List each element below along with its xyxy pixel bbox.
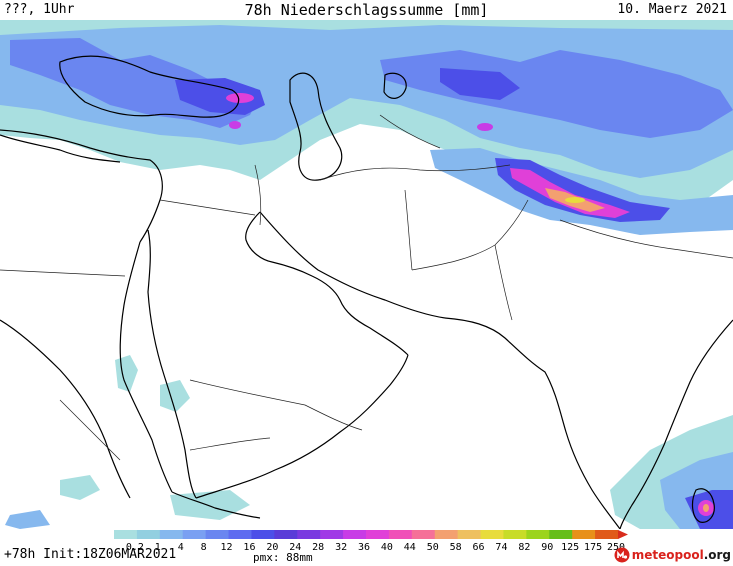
precip-area-northeast-very-heavy — [440, 68, 520, 100]
precipitation-legend: 0.2 1 4 8 12 16 20 24 28 32 36 40 44 50 58 66 74 82 90 125 1… — [114, 530, 628, 553]
border-arabia-2 — [189, 379, 363, 431]
legend-swatch — [136, 530, 161, 539]
precip-area-himalaya-heavy — [495, 158, 670, 222]
legend-label: 74 — [495, 542, 507, 553]
legend-swatch — [434, 530, 459, 539]
precip-core-caucasus — [226, 93, 254, 103]
india-west-coast — [444, 317, 621, 529]
border-egypt-sudan — [0, 269, 126, 277]
legend-swatch — [159, 530, 184, 539]
legend-swatch — [503, 530, 527, 539]
legend-swatch — [388, 530, 413, 539]
border-central-asia-1 — [319, 164, 511, 181]
arabia-south-coast — [195, 354, 409, 499]
legend-label: 66 — [473, 542, 485, 553]
border-sudan-eth — [59, 399, 121, 461]
legend-swatch — [114, 530, 138, 539]
legend-label: 1 — [155, 542, 161, 553]
egypt-coast — [0, 134, 121, 163]
levant-coast — [0, 129, 163, 243]
border-arabia-3 — [189, 437, 271, 451]
legend-swatch — [320, 530, 344, 539]
border-iran-afghan — [404, 189, 413, 271]
legend-swatch — [274, 530, 298, 539]
legend-swatch — [228, 530, 252, 539]
precip-area-horn-light — [60, 475, 100, 500]
precip-core-caucasus-2 — [229, 121, 241, 129]
precip-core-himalaya-max — [565, 197, 585, 203]
legend-arrow — [618, 530, 628, 539]
black-sea-coast — [59, 55, 240, 118]
valid-date: 10. Maerz 2021 — [617, 2, 727, 17]
legend-swatch — [595, 530, 619, 539]
precip-area-himalaya-extreme — [510, 168, 630, 218]
legend-label: 125 — [561, 542, 579, 553]
brand-name: meteopool — [631, 548, 704, 562]
legend-label: 90 — [541, 542, 553, 553]
legend-swatch — [205, 530, 230, 539]
srilanka-coast — [691, 488, 715, 523]
legend-swatch — [411, 530, 436, 539]
legend-label: 28 — [312, 542, 324, 553]
model-run-info: +78h Init:18Z06MAR2021 — [4, 547, 177, 562]
border-india-china — [559, 219, 733, 259]
precip-area-horn-light-2 — [5, 510, 50, 529]
precip-area-caucasus-heavy — [175, 78, 265, 115]
legend-label: 24 — [289, 542, 301, 553]
legend-label: 16 — [243, 542, 255, 553]
legend-swatch — [366, 530, 390, 539]
redsea-east-coast — [147, 229, 197, 499]
legend-label: 175 — [584, 542, 602, 553]
africa-west-edge — [0, 319, 131, 499]
iran-south-coast — [259, 211, 446, 319]
meteopool-logo-icon — [614, 547, 630, 563]
brand-text: meteopool.org — [632, 548, 731, 562]
legend-label: 58 — [450, 542, 462, 553]
legend-label: 40 — [381, 542, 393, 553]
persian-gulf-coast — [245, 211, 409, 356]
legend-label: 44 — [404, 542, 416, 553]
aral-sea-coast — [383, 72, 407, 99]
legend-label: 50 — [427, 542, 439, 553]
precip-core-northeast — [477, 123, 493, 131]
legend-label: 32 — [335, 542, 347, 553]
max-precip-value: pmx: 88mm — [253, 551, 313, 564]
legend-label: 8 — [201, 542, 207, 553]
legend-label: 12 — [221, 542, 233, 553]
legend-swatch — [182, 530, 207, 539]
precipitation-map — [0, 20, 733, 529]
legend-swatch — [251, 530, 275, 539]
border-pak-india — [494, 244, 513, 321]
legend-label: 36 — [358, 542, 370, 553]
legend-swatch — [343, 530, 367, 539]
redsea-west-coast — [119, 241, 173, 493]
valid-weekday-hour: ???, 1Uhr — [4, 2, 75, 17]
border-central-asia-2 — [379, 114, 441, 149]
legend-swatch — [297, 530, 321, 539]
precip-area-gulfaden-light — [170, 490, 250, 520]
legend-label: 4 — [178, 542, 184, 553]
legend-swatch — [549, 530, 573, 539]
country-borders — [0, 114, 733, 461]
legend-label: 0.2 — [126, 542, 144, 553]
legend-swatch — [457, 530, 482, 539]
legend-label: 82 — [518, 542, 530, 553]
legend-swatch — [480, 530, 504, 539]
legend-label: 250 — [607, 542, 625, 553]
border-arabia-1 — [159, 199, 256, 216]
horn-coast — [171, 491, 261, 519]
legend-swatch — [526, 530, 550, 539]
map-title: 78h Niederschlagssumme [mm] — [244, 1, 489, 19]
legend-label: 20 — [266, 542, 278, 553]
legend-swatch — [572, 530, 596, 539]
india-east-coast — [619, 319, 733, 529]
brand[interactable]: meteopool.org — [614, 545, 731, 565]
precip-core-srilanka-peak — [703, 504, 709, 512]
brand-tld: .org — [703, 548, 731, 562]
border-iraq-iran — [254, 164, 262, 226]
coastlines-and-borders — [0, 55, 733, 529]
caspian-sea-coast — [289, 72, 343, 181]
